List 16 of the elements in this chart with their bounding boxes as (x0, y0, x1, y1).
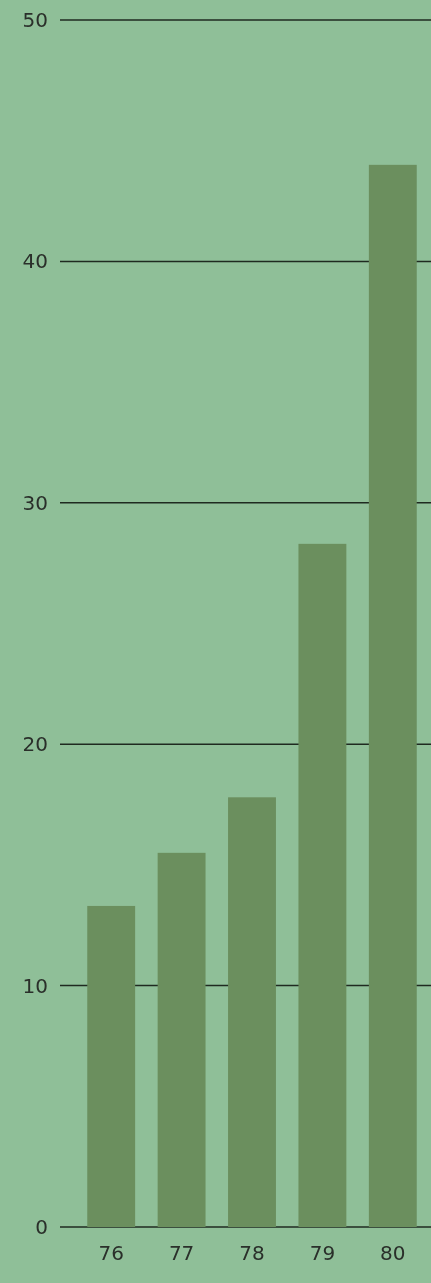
bar (298, 543, 347, 1227)
y-tick-label: 10 (22, 973, 48, 998)
bar (368, 164, 417, 1227)
x-tick-label: 77 (168, 1241, 195, 1266)
x-tick-label: 76 (98, 1241, 124, 1266)
y-tick-label: 20 (22, 732, 48, 757)
x-tick-label: 79 (309, 1241, 336, 1266)
bar (228, 797, 276, 1227)
bar (87, 905, 136, 1227)
x-tick-label: 80 (380, 1241, 406, 1266)
y-tick-label: 30 (22, 490, 48, 515)
y-tick-label: 0 (35, 1214, 48, 1239)
y-tick-label: 50 (22, 7, 48, 32)
y-tick-label: 40 (22, 249, 48, 274)
bar (157, 852, 206, 1227)
x-tick-label: 78 (239, 1241, 265, 1266)
